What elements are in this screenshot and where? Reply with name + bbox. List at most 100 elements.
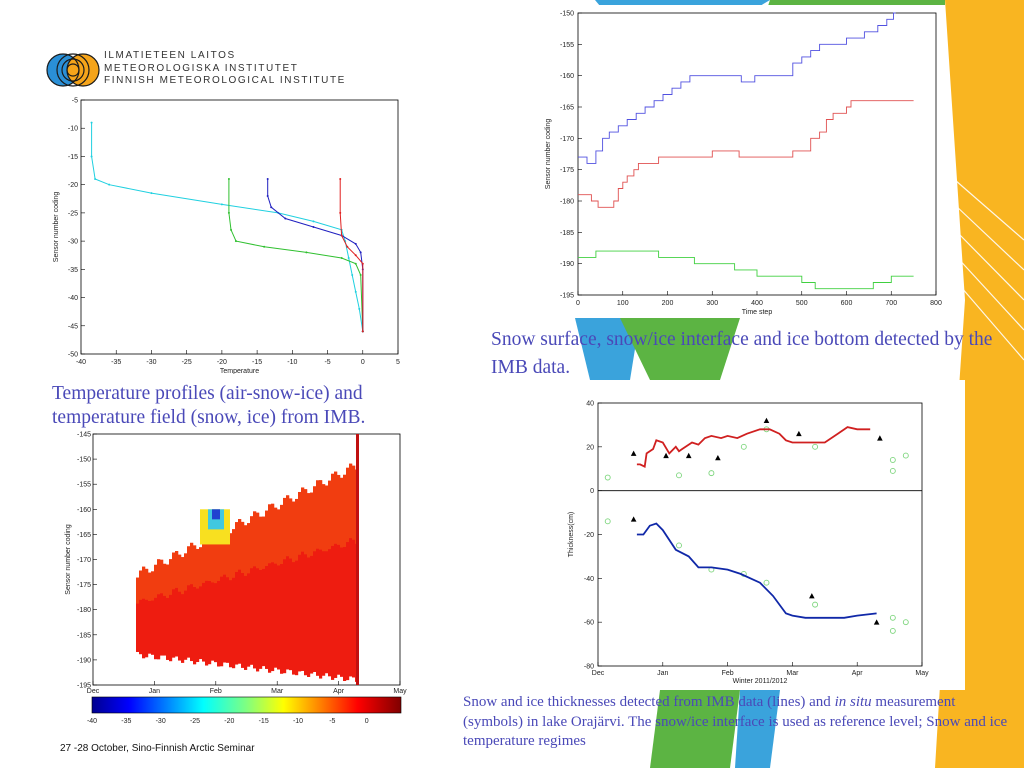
field-column (169, 559, 173, 662)
field-column-warm (223, 527, 227, 575)
colorbar (91, 696, 402, 714)
insitu-circle (604, 518, 611, 525)
y-tick-label: -155 (77, 482, 91, 489)
caption-thickness-part-1: Snow and ice thicknesses detected from I… (463, 694, 835, 710)
insitu-triangle (630, 450, 637, 456)
field-column (337, 474, 341, 675)
field-column (259, 516, 263, 669)
field-column (166, 564, 170, 660)
y-tick-label: -180 (560, 199, 574, 206)
y-tick-label: -150 (560, 11, 574, 18)
x-axis-label: Time step (742, 309, 773, 316)
y-tick-label: -5 (72, 98, 78, 105)
insitu-circle (812, 443, 819, 450)
x-tick-label: 800 (930, 300, 942, 307)
insitu-circle (889, 614, 896, 621)
field-column-warm (325, 485, 329, 552)
field-column (229, 533, 233, 668)
field-column-warm (220, 528, 224, 577)
field-column (304, 489, 308, 676)
y-tick-label: -40 (584, 576, 594, 583)
field-column (196, 548, 200, 663)
field-column-warm (319, 480, 323, 550)
field-column (187, 546, 191, 658)
plot-area (577, 12, 937, 296)
field-column (208, 536, 212, 665)
x-tick-label: Dec (592, 670, 605, 677)
temperature-field-chart: Dec Jan Feb Mar Apr May-145-150-155-160-165-1… (65, 432, 407, 726)
x-tick-label: -30 (146, 359, 156, 366)
profile-point (361, 330, 364, 333)
field-column-warm (343, 474, 347, 547)
footer-text: 27 -28 October, Sino-Finnish Arctic Semi… (60, 743, 255, 754)
x-tick-label: 100 (617, 300, 629, 307)
plot-area (597, 402, 923, 667)
y-tick-label: -195 (560, 293, 574, 300)
profile-point (354, 290, 357, 293)
temperature-field (136, 434, 359, 685)
field-column-warm (136, 577, 140, 604)
y-tick-label: -185 (560, 230, 574, 237)
field-column (271, 503, 275, 672)
profile-point (351, 273, 354, 276)
profile-point (361, 262, 364, 265)
colorbar-tick-label: -10 (293, 718, 303, 725)
surface-detection-chart: 0 100 200 300 400 500 600 700 800 -150 -155 -160 -16… (530, 5, 945, 318)
x-tick-label: Mar (271, 688, 284, 695)
field-column (193, 545, 197, 665)
field-column-warm (205, 535, 209, 581)
cold-patch-blue (212, 509, 220, 520)
y-tick-label: -175 (77, 582, 91, 589)
field-column-warm (259, 516, 263, 570)
field-column-warm (181, 557, 185, 595)
y-axis-label: Sensor number coding (65, 524, 72, 595)
field-column (211, 540, 215, 661)
profile-point (339, 211, 342, 214)
field-column (262, 516, 266, 667)
institute-name-en: FINNISH METEOROLOGICAL INSTITUTE (104, 75, 346, 86)
field-column-warm (235, 522, 239, 572)
field-column-warm (142, 566, 146, 599)
y-tick-label: -190 (560, 261, 574, 268)
field-column (220, 528, 224, 667)
field-column-warm (157, 559, 161, 595)
profile-point (359, 251, 362, 254)
profile-point (347, 257, 350, 260)
profile-point (263, 245, 266, 248)
field-column-warm (349, 463, 353, 539)
y-tick-label: -195 (77, 683, 91, 690)
insitu-circle (604, 474, 611, 481)
profile-line-2 (267, 179, 364, 332)
y-tick-label: -15 (68, 154, 78, 161)
field-column-warm (178, 554, 182, 592)
field-column (349, 463, 353, 677)
profile-point (359, 273, 362, 276)
profile-point (227, 178, 230, 181)
field-column-warm (238, 519, 242, 570)
y-tick-label: -80 (584, 664, 594, 671)
field-column (172, 552, 176, 658)
profile-point (312, 220, 315, 223)
accent-green-mid (620, 318, 740, 380)
y-tick-label: -150 (77, 457, 91, 464)
x-tick-label: 200 (662, 300, 674, 307)
field-column (334, 471, 338, 678)
insitu-triangle (663, 452, 669, 459)
field-column-warm (172, 552, 176, 590)
field-column (250, 516, 254, 665)
y-tick-label: -35 (68, 267, 78, 274)
field-column (283, 497, 287, 674)
field-column (265, 510, 269, 669)
y-tick-label: -175 (560, 167, 574, 174)
profile-point (354, 242, 357, 245)
accent-white-lines (954, 179, 1024, 361)
profile-point (340, 234, 343, 237)
field-column-warm (253, 511, 257, 567)
field-column-warm (337, 474, 341, 545)
insitu-circle (902, 452, 909, 459)
field-column-warm (160, 559, 164, 594)
caption-surface: Snow surface, snow/ice interface and ice… (491, 329, 993, 378)
y-tick-label: 0 (590, 488, 594, 495)
field-column-warm (199, 547, 203, 587)
profile-point (358, 307, 361, 310)
